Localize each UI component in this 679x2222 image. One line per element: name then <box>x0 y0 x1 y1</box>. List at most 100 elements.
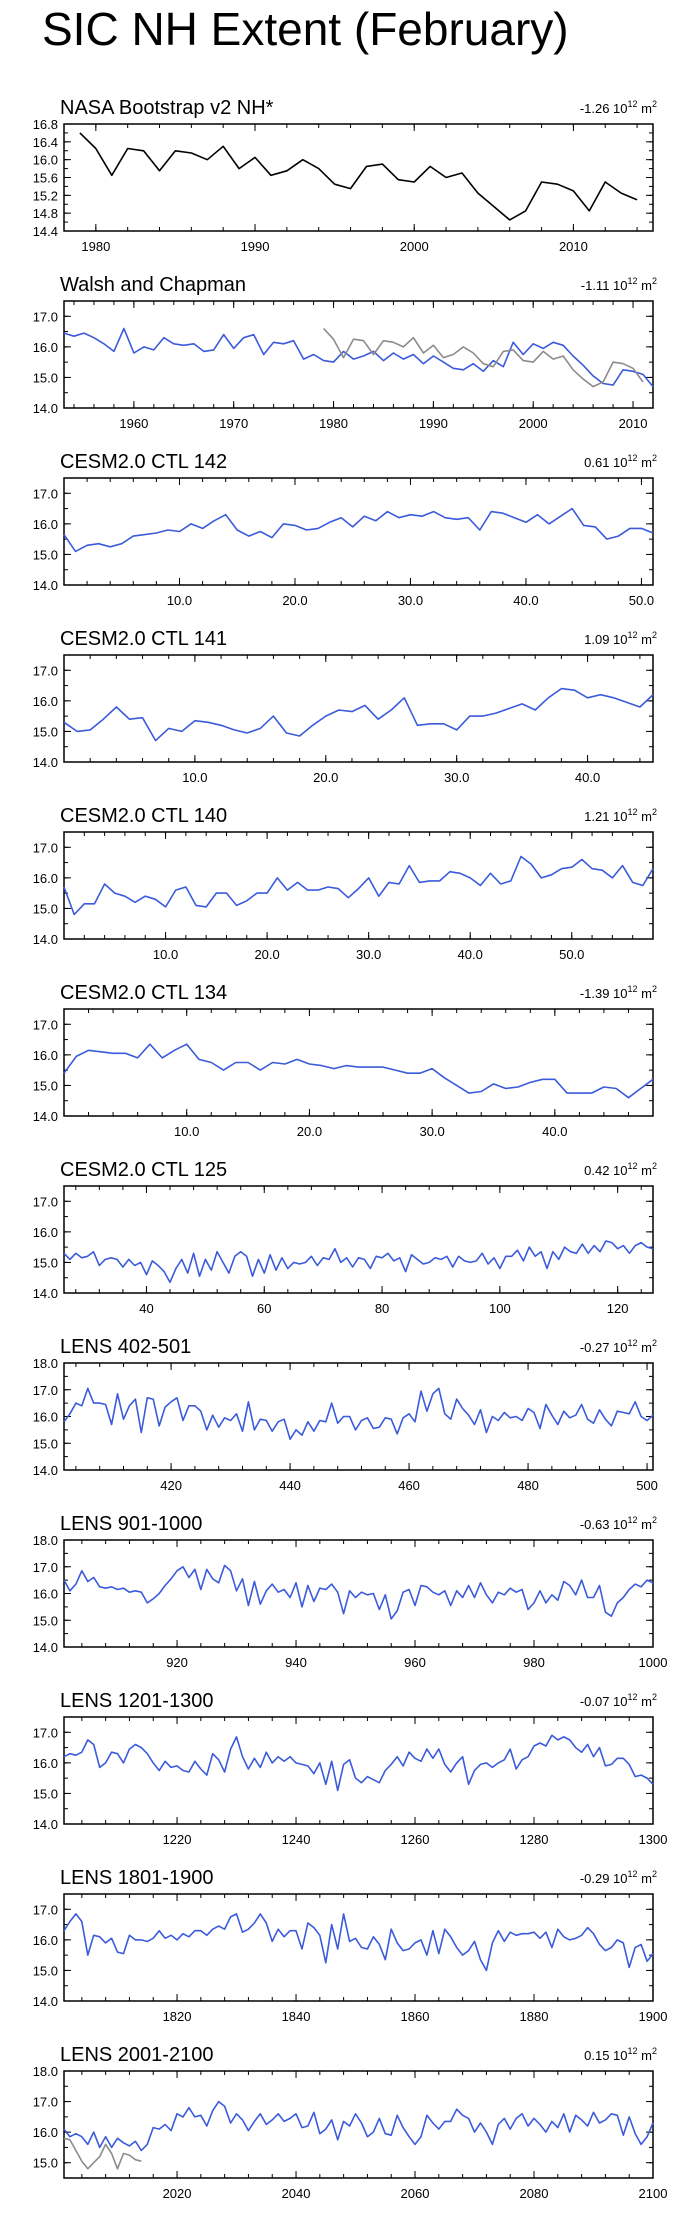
chart-panel: LENS 1201-1300 -0.07 1012 m2 14.0 15.0 16.0 1… <box>33 1690 668 1847</box>
x-tick-label: 1260 <box>401 1832 430 1847</box>
series-line <box>63 1913 654 1972</box>
trend-unit: m <box>638 1163 652 1178</box>
trend-value: -0.29 10 <box>580 1871 628 1886</box>
plot-frame <box>63 1893 654 2002</box>
y-tick-label: 17.0 <box>33 1017 58 1032</box>
trend-exponent: 12 <box>628 1869 638 1879</box>
trend-label: 1.09 1012 m2 <box>584 630 657 647</box>
y-tick-label: 14.0 <box>33 1109 58 1124</box>
series-line <box>63 1564 654 1620</box>
trend-value: 0.15 10 <box>584 2048 627 2063</box>
trend-unit-exponent: 2 <box>652 2046 657 2056</box>
series-line <box>323 327 644 388</box>
y-tick-label: 16.0 <box>33 2125 58 2140</box>
panel-title: NASA Bootstrap v2 NH* <box>60 97 274 119</box>
y-tick-label: 14.0 <box>33 401 58 416</box>
x-tick-label: 1970 <box>219 416 248 431</box>
x-tick-label: 100 <box>489 1301 511 1316</box>
x-tick-label: 980 <box>523 1655 545 1670</box>
trend-exponent: 12 <box>628 1161 638 1171</box>
panel-title: CESM2.0 CTL 142 <box>60 451 227 473</box>
trend-unit: m <box>638 632 652 647</box>
trend-unit: m <box>638 455 652 470</box>
x-tick-label: 440 <box>279 1478 301 1493</box>
x-tick-label: 1300 <box>639 1832 668 1847</box>
y-tick-label: 17.0 <box>33 2095 58 2110</box>
trend-unit-exponent: 2 <box>652 630 657 640</box>
x-tick-label: 2010 <box>559 239 588 254</box>
series-line <box>63 855 654 916</box>
y-tick-label: 14.0 <box>33 1286 58 1301</box>
y-tick-label: 14.0 <box>33 1463 58 1478</box>
x-tick-label: 40.0 <box>458 947 483 962</box>
y-tick-label: 18.0 <box>33 1356 58 1371</box>
x-tick-label: 2000 <box>519 416 548 431</box>
y-tick-label: 15.0 <box>33 1255 58 1270</box>
trend-value: -0.63 10 <box>580 1517 628 1532</box>
x-tick-label: 40.0 <box>575 770 600 785</box>
x-tick-label: 30.0 <box>419 1124 444 1139</box>
plot-frame <box>63 477 654 586</box>
trend-unit: m <box>638 1340 652 1355</box>
trend-exponent: 12 <box>628 630 638 640</box>
series-line <box>63 507 654 553</box>
trend-unit-exponent: 2 <box>652 99 657 109</box>
x-tick-label: 20.0 <box>254 947 279 962</box>
x-tick-label: 1860 <box>401 2009 430 2024</box>
x-tick-label: 50.0 <box>629 593 654 608</box>
y-tick-label: 14.0 <box>33 1994 58 2009</box>
x-tick-label: 1880 <box>520 2009 549 2024</box>
x-tick-label: 480 <box>517 1478 539 1493</box>
y-tick-label: 17.0 <box>33 663 58 678</box>
y-tick-label: 16.0 <box>33 1587 58 1602</box>
panel-title: CESM2.0 CTL 140 <box>60 805 227 827</box>
y-tick-label: 17.0 <box>33 1725 58 1740</box>
trend-exponent: 12 <box>628 1692 638 1702</box>
trend-label: -0.29 1012 m2 <box>580 1869 657 1886</box>
x-tick-label: 2060 <box>401 2186 430 2201</box>
trend-label: 0.42 1012 m2 <box>584 1161 657 1178</box>
y-tick-label: 16.0 <box>33 1756 58 1771</box>
y-tick-label: 18.0 <box>33 2064 58 2079</box>
y-tick-label: 15.0 <box>33 370 58 385</box>
x-tick-label: 2100 <box>639 2186 668 2201</box>
x-tick-label: 500 <box>636 1478 658 1493</box>
panel-title: CESM2.0 CTL 134 <box>60 982 227 1004</box>
y-tick-label: 16.0 <box>33 1410 58 1425</box>
x-tick-label: 40.0 <box>542 1124 567 1139</box>
chart-panel: CESM2.0 CTL 134 -1.39 1012 m2 14.0 15.0 16.0… <box>33 982 657 1139</box>
y-tick-label: 14.8 <box>33 206 58 221</box>
x-tick-label: 80 <box>375 1301 389 1316</box>
x-tick-label: 20.0 <box>313 770 338 785</box>
x-tick-label: 10.0 <box>182 770 207 785</box>
series-line <box>63 327 654 388</box>
trend-value: -1.39 10 <box>580 986 628 1001</box>
x-tick-label: 120 <box>607 1301 629 1316</box>
trend-unit: m <box>638 101 652 116</box>
trend-value: 0.42 10 <box>584 1163 627 1178</box>
trend-label: 0.61 1012 m2 <box>584 453 657 470</box>
plot-frame <box>63 831 654 940</box>
y-tick-label: 16.0 <box>33 694 58 709</box>
trend-label: 1.21 1012 m2 <box>584 807 657 824</box>
x-tick-label: 20.0 <box>297 1124 322 1139</box>
y-tick-label: 17.0 <box>33 1383 58 1398</box>
plot-frame <box>63 1362 654 1471</box>
y-tick-label: 15.0 <box>33 1613 58 1628</box>
y-tick-label: 17.0 <box>33 486 58 501</box>
x-tick-label: 420 <box>160 1478 182 1493</box>
trend-exponent: 12 <box>628 453 638 463</box>
y-tick-label: 14.0 <box>33 578 58 593</box>
trend-value: -0.07 10 <box>580 1694 628 1709</box>
y-tick-label: 16.0 <box>33 1048 58 1063</box>
trend-value: 0.61 10 <box>584 455 627 470</box>
x-tick-label: 10.0 <box>174 1124 199 1139</box>
y-tick-label: 18.0 <box>33 1533 58 1548</box>
x-tick-label: 1900 <box>639 2009 668 2024</box>
y-tick-label: 14.0 <box>33 1640 58 1655</box>
series-line <box>63 2137 142 2170</box>
series-line <box>63 1043 654 1099</box>
trend-value: -0.27 10 <box>580 1340 628 1355</box>
trend-exponent: 12 <box>628 276 638 286</box>
panel-title: CESM2.0 CTL 125 <box>60 1159 227 1181</box>
